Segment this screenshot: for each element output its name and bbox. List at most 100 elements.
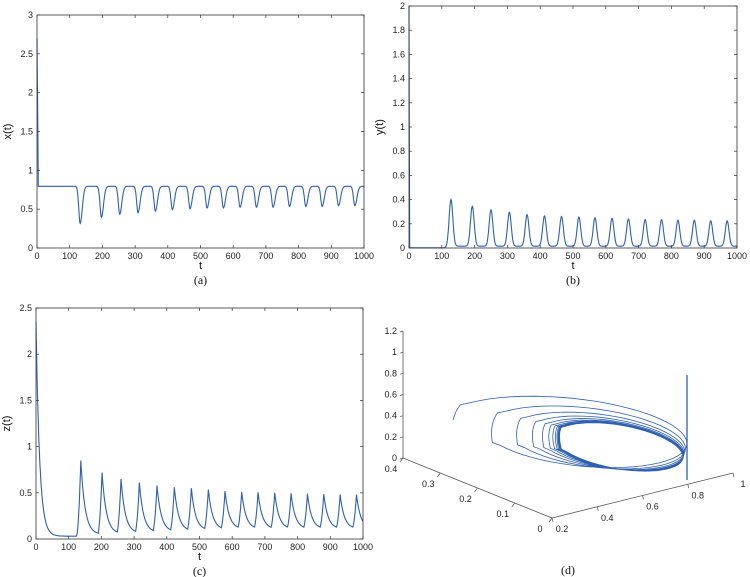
y-tick-label: 0.4 [385,464,398,474]
z-tick [399,415,404,417]
y-tick [511,502,516,508]
x-tick-label: 800 [290,542,305,552]
z-tick [399,351,404,354]
y-tick-label: 1.2 [392,98,405,108]
x-tick-label: 0.2 [556,524,569,534]
x-tick-label: 500 [193,251,208,261]
y-tick [436,472,441,478]
x-tick-label: 100 [62,251,77,261]
x-tick-label: 800 [664,251,679,261]
y-tick-label: 1 [27,442,32,452]
x-tick [551,517,554,523]
x-tick-label: 300 [127,542,142,552]
x-tick-label: 400 [533,251,548,261]
x-tick-label: 600 [598,251,613,261]
y-tick-label: 0.3 [422,479,435,489]
y-tick [548,517,553,523]
x-tick-label: 1 [740,479,745,489]
subplot-caption: (b) [566,273,580,287]
x-tick-label: 0.4 [601,513,614,523]
x-tick-label: 400 [160,251,175,261]
x-tick-label: 500 [192,542,207,552]
z-tick [399,330,404,333]
z-tick [399,394,404,396]
x-tick-label: 700 [631,251,646,261]
x-tick-label: 600 [226,251,241,261]
x-tick [642,495,644,500]
y-tick-label: 0.4 [392,195,405,205]
y-tick-label: 2.5 [20,49,33,59]
x-tick-label: 900 [697,251,712,261]
y-tick-label: 0.1 [496,509,509,519]
y-tick-label: 2 [28,88,33,98]
y-tick-label: 0.2 [459,494,472,504]
x-axis-label: t [571,260,574,272]
y-tick-label: 0.2 [392,219,405,229]
y-axis-label: y(t) [374,119,386,135]
x-tick-label: 100 [61,542,76,552]
z-tick-label: 0.8 [384,368,397,378]
x-tick-label: 900 [323,542,338,552]
x-tick [732,472,735,478]
y-tick-label: 0 [27,534,32,544]
x-tick [596,506,599,511]
subplot-caption: (d) [561,563,575,577]
subplot-a: 0 100 200 300 400 500 600 700 800 900 1000 0 0.5 1 1.5… [2,10,374,287]
y-tick-label: 0.6 [392,170,405,180]
y-tick [399,457,404,463]
z-tick-label: 0.2 [384,432,397,442]
x-tick-label: 200 [467,251,482,261]
x-tick-label: 700 [258,251,273,261]
trajectory-line [452,395,688,472]
y-tick-label: 1 [28,165,33,175]
y-tick-label: 2 [400,1,405,11]
x-tick-label: 0.8 [691,490,704,500]
y-tick-label: 1.8 [392,25,405,35]
x-axis-label: t [199,260,202,272]
series-line [35,321,364,537]
z-tick [399,436,404,439]
y-tick-label: 0.8 [392,146,405,156]
x-tick [687,484,690,489]
y-tick-label: 3 [28,10,33,20]
x-tick-label: 0 [34,251,39,261]
x-tick-label: 100 [434,251,449,261]
x-tick-label: 200 [94,542,109,552]
subplot-caption: (a) [194,273,207,287]
y-tick-label: 0.5 [19,488,32,498]
subplot-c: 0 100 200 300 400 500 600 700 800 900 1000 0 0.5 1 1.5… [1,303,373,577]
x-tick-label: 800 [291,251,306,261]
x-tick-label: 600 [225,542,240,552]
y-tick-label: 0 [400,243,405,253]
z-tick [399,373,404,375]
x-tick-label: 1000 [727,251,747,261]
y-tick-label: 1.5 [19,395,32,405]
z-tick-label: 1 [392,347,397,357]
y-axis-label: x(t) [2,124,14,140]
y-tick-label: 1.4 [392,74,405,84]
z-tick-label: 0.6 [384,390,397,400]
x-tick-label: 0 [406,251,411,261]
x-axis-label: t [198,551,201,563]
x-tick-label: 500 [565,251,580,261]
y-tick-label: 0 [537,524,542,534]
y-tick-label: 1.5 [20,127,33,137]
x-tick-label: 300 [500,251,515,261]
x-tick-label: 700 [257,542,272,552]
axes-box [36,14,365,249]
subplot-caption: (c) [193,564,206,577]
z-tick-label: 0.4 [384,411,397,421]
x-tick-label: 900 [324,251,339,261]
y-tick-label: 2 [27,349,32,359]
subplot-b: 0 100 200 300 400 500 600 700 800 900 1000 0 0.2 0.4 0… [374,1,747,287]
y-tick-label: 1.6 [392,49,405,59]
series-line [408,5,737,249]
x-tick-label: 400 [159,542,174,552]
z-tick-label: 1.2 [384,326,397,336]
axes-box [408,5,738,249]
y-tick [474,487,478,493]
x-tick-label: 300 [128,251,143,261]
series-line [36,38,364,225]
x-tick-label: 0.6 [646,502,659,512]
